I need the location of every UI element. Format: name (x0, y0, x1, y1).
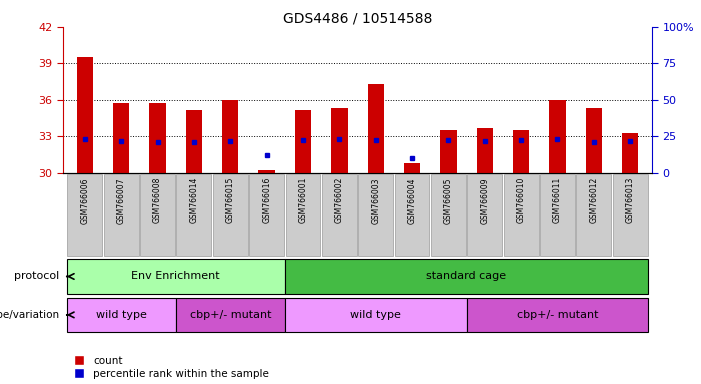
Text: GSM766007: GSM766007 (117, 177, 125, 223)
Text: GSM766010: GSM766010 (517, 177, 526, 223)
FancyBboxPatch shape (503, 174, 538, 256)
Text: cbp+/- mutant: cbp+/- mutant (517, 310, 598, 320)
FancyBboxPatch shape (613, 174, 648, 256)
Bar (477, 128, 493, 173)
FancyBboxPatch shape (285, 298, 467, 332)
Text: wild type: wild type (350, 310, 401, 320)
Text: GSM766003: GSM766003 (372, 177, 380, 223)
Bar (295, 109, 311, 173)
Bar (76, 57, 93, 173)
FancyBboxPatch shape (285, 259, 648, 294)
FancyBboxPatch shape (67, 298, 176, 332)
FancyBboxPatch shape (67, 259, 285, 294)
Bar (404, 163, 420, 173)
FancyBboxPatch shape (358, 174, 393, 256)
Text: GSM766008: GSM766008 (153, 177, 162, 223)
Bar (513, 130, 529, 173)
Text: GSM766005: GSM766005 (444, 177, 453, 223)
Bar (222, 100, 238, 173)
Text: GSM766014: GSM766014 (189, 177, 198, 223)
Title: GDS4486 / 10514588: GDS4486 / 10514588 (283, 12, 433, 26)
Text: genotype/variation: genotype/variation (0, 310, 60, 320)
Bar (331, 108, 348, 173)
Text: wild type: wild type (96, 310, 147, 320)
Bar (367, 84, 384, 173)
FancyBboxPatch shape (249, 174, 284, 256)
FancyBboxPatch shape (467, 298, 648, 332)
Bar (550, 100, 566, 173)
Text: GSM766004: GSM766004 (407, 177, 416, 223)
Text: cbp+/- mutant: cbp+/- mutant (189, 310, 271, 320)
Text: Env Enrichment: Env Enrichment (132, 271, 220, 281)
FancyBboxPatch shape (104, 174, 139, 256)
FancyBboxPatch shape (540, 174, 575, 256)
Bar (440, 130, 456, 173)
FancyBboxPatch shape (431, 174, 466, 256)
Text: GSM766001: GSM766001 (299, 177, 308, 223)
Bar (113, 103, 130, 173)
Text: standard cage: standard cage (426, 271, 507, 281)
Text: GSM766009: GSM766009 (480, 177, 489, 223)
FancyBboxPatch shape (285, 174, 320, 256)
Text: GSM766006: GSM766006 (81, 177, 90, 223)
Text: GSM766012: GSM766012 (590, 177, 598, 223)
Text: GSM766016: GSM766016 (262, 177, 271, 223)
FancyBboxPatch shape (213, 174, 247, 256)
Bar (186, 109, 202, 173)
Text: GSM766015: GSM766015 (226, 177, 235, 223)
Bar (149, 103, 165, 173)
FancyBboxPatch shape (576, 174, 611, 256)
Legend: count, percentile rank within the sample: count, percentile rank within the sample (68, 356, 269, 379)
Text: GSM766013: GSM766013 (625, 177, 634, 223)
Bar (259, 170, 275, 173)
Text: GSM766011: GSM766011 (553, 177, 562, 223)
FancyBboxPatch shape (322, 174, 357, 256)
FancyBboxPatch shape (468, 174, 502, 256)
Text: GSM766002: GSM766002 (335, 177, 343, 223)
FancyBboxPatch shape (177, 174, 212, 256)
Bar (585, 108, 602, 173)
Text: protocol: protocol (14, 271, 60, 281)
Bar (622, 133, 639, 173)
FancyBboxPatch shape (176, 298, 285, 332)
FancyBboxPatch shape (67, 174, 102, 256)
FancyBboxPatch shape (140, 174, 175, 256)
FancyBboxPatch shape (395, 174, 430, 256)
